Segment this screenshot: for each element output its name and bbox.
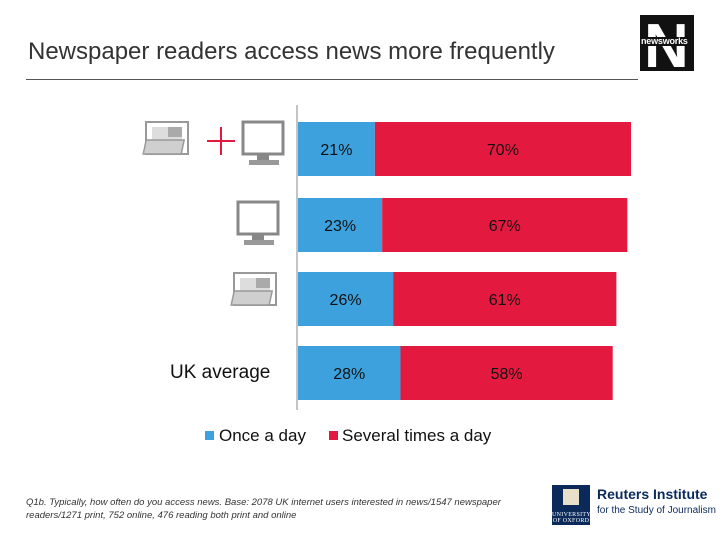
newsworks-logo: N newsworks [640, 15, 694, 71]
bar-several-times-a-day-row-2 [382, 198, 628, 252]
data-label-once-a-day-row-4: 28% [333, 366, 365, 383]
legend-swatch-several-times-a-day [329, 431, 338, 440]
newspaper-icon [230, 272, 277, 306]
footnote: Q1b. Typically, how often do you access … [26, 497, 501, 521]
title-divider [26, 79, 638, 80]
bar-several-times-a-day-row-1 [374, 122, 631, 176]
computer-monitor-icon [236, 200, 280, 245]
data-label-several-times-a-day-row-4: 58% [491, 366, 523, 383]
oxford-logo-text: UNIVERSITY OF OXFORD [552, 512, 591, 524]
bar-once-a-day-row-3 [298, 272, 394, 326]
legend-label-several-times-a-day: Several times a day [342, 426, 492, 445]
data-label-once-a-day-row-2: 23% [324, 218, 356, 235]
data-label-once-a-day-row-3: 26% [330, 292, 362, 309]
data-label-several-times-a-day-row-3: 61% [489, 292, 521, 309]
data-label-once-a-day-row-1: 21% [320, 142, 352, 159]
reuters-institute-subtitle: for the Study of Journalism [597, 505, 716, 516]
bar-once-a-day-row-1 [298, 122, 375, 176]
bar-several-times-a-day-row-4 [400, 346, 613, 400]
oxford-university-logo: UNIVERSITY OF OXFORD [552, 485, 591, 525]
data-label-several-times-a-day-row-1: 70% [487, 142, 519, 159]
row-label-uk-average: UK average [170, 362, 271, 383]
bar-once-a-day-row-4 [298, 346, 401, 400]
plus-icon [207, 127, 235, 155]
newspaper-icon [142, 121, 189, 155]
newsworks-logo-word: newsworks [641, 36, 688, 46]
oxford-crest-icon [563, 489, 579, 505]
reuters-institute-title: Reuters Institute [597, 486, 708, 502]
legend-swatch-once-a-day [205, 431, 214, 440]
bar-once-a-day-row-2 [298, 198, 383, 252]
bar-several-times-a-day-row-3 [393, 272, 617, 326]
data-label-several-times-a-day-row-2: 67% [489, 218, 521, 235]
legend-label-once-a-day: Once a day [219, 426, 306, 445]
page-title: Newspaper readers access news more frequ… [28, 38, 555, 65]
computer-monitor-icon [241, 120, 285, 165]
